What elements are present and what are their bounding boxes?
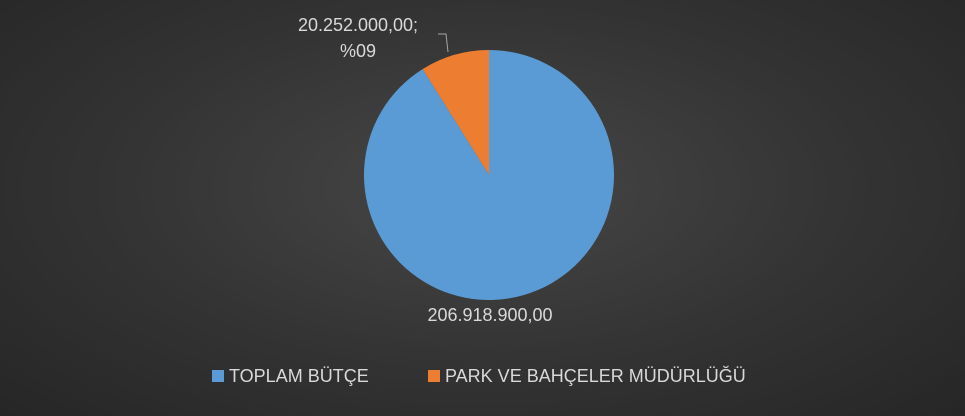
data-label: 20.252.000,00; %09 [297, 15, 419, 61]
legend-label: PARK VE BAHÇELER MÜDÜRLÜĞÜ [445, 366, 746, 386]
legend-swatch [428, 370, 440, 382]
data-label: 206.918.900,00 [427, 305, 553, 325]
leader-line [438, 33, 449, 53]
pie-slice [422, 50, 489, 175]
legend-label: TOPLAM BÜTÇE [229, 366, 369, 386]
pie-slice [363, 50, 614, 300]
legend-swatch [212, 370, 224, 382]
